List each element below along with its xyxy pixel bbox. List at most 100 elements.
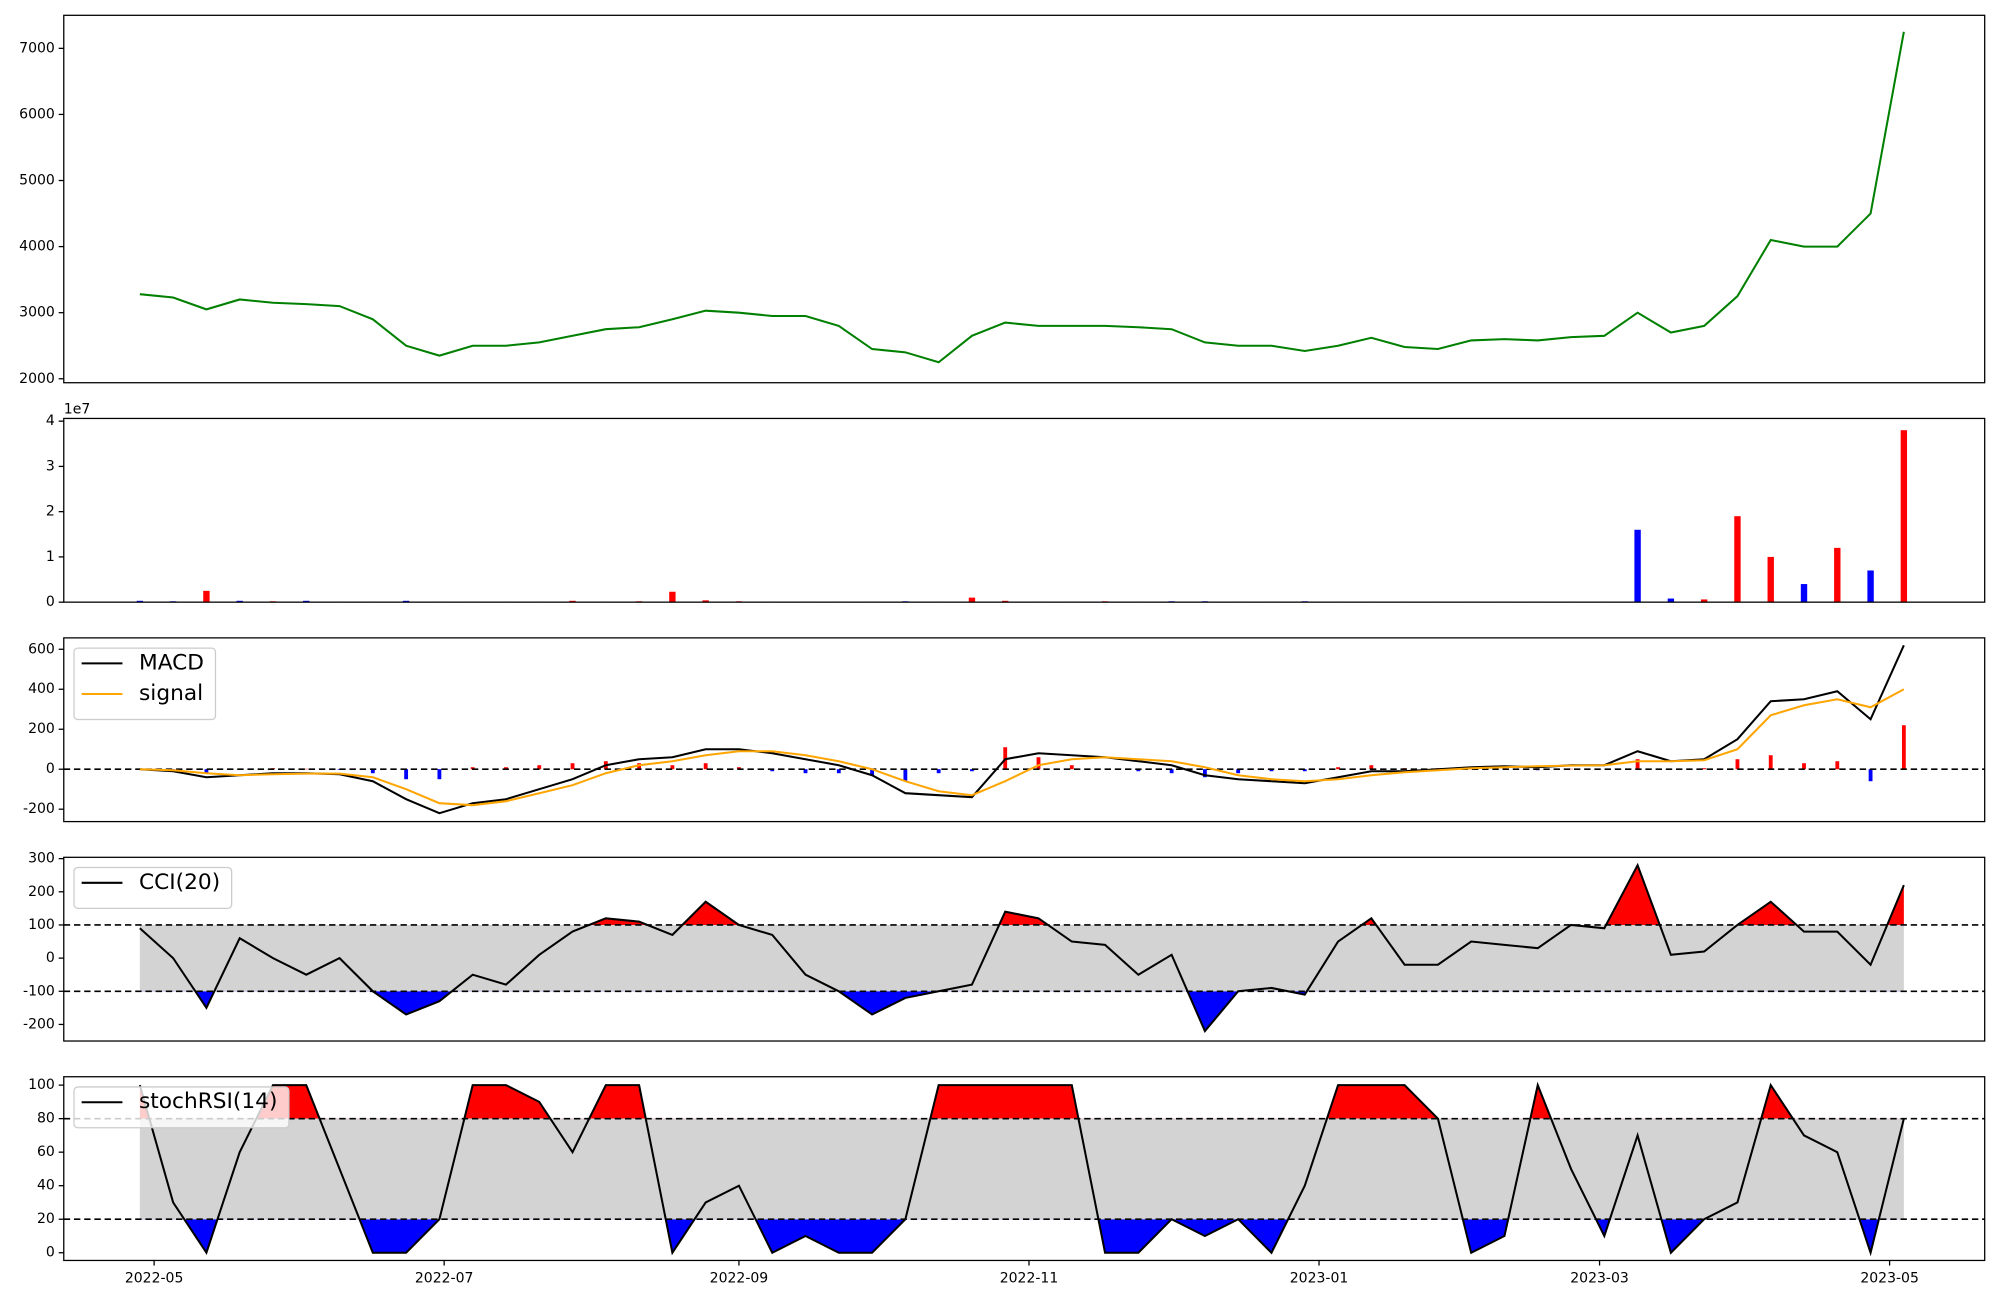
y-tick-label: 0	[46, 761, 55, 777]
legend-label: signal	[139, 681, 203, 706]
histogram-bar	[870, 769, 874, 776]
x-tick-label: 2023-05	[1860, 1270, 1919, 1286]
y-tick-label: 0	[46, 1245, 55, 1261]
histogram-bar	[470, 767, 475, 770]
y-tick-label: 3	[46, 458, 55, 474]
histogram-bar	[1269, 769, 1274, 772]
x-tick-label: 2022-07	[415, 1270, 474, 1286]
histogram-bar	[1336, 767, 1340, 770]
x-tick-label: 2023-03	[1570, 1270, 1629, 1286]
bar	[569, 600, 576, 603]
histogram-bar	[504, 767, 508, 770]
y-tick-label: 7000	[19, 40, 55, 56]
histogram-bar	[1768, 755, 1773, 770]
bar	[1002, 600, 1009, 603]
axis-offset-label: 1e7	[64, 402, 90, 418]
histogram-bar	[936, 769, 941, 774]
neutral-band	[139, 1118, 1904, 1220]
histogram-bar	[970, 769, 974, 772]
y-tick-label: 200	[28, 721, 55, 737]
axes-frame	[63, 417, 1986, 603]
bar	[402, 600, 410, 603]
bar	[702, 600, 709, 603]
series-line	[139, 688, 1905, 807]
legend-label: MACD	[139, 650, 204, 675]
y-tick-label: 2	[46, 504, 55, 520]
y-tick-label: 100	[28, 1077, 55, 1093]
legend: MACD signal	[73, 647, 217, 721]
histogram-bar	[370, 769, 375, 774]
histogram-bar	[1203, 769, 1207, 778]
axes-frame	[63, 14, 1986, 384]
histogram-bar	[1036, 757, 1041, 770]
y-tick-label: 100	[28, 917, 55, 933]
y-tick-label: 40	[37, 1178, 55, 1194]
histogram-bar	[1635, 759, 1640, 770]
bar	[136, 600, 144, 603]
histogram-bar	[1802, 763, 1806, 770]
histogram-bar	[836, 769, 841, 774]
histogram-bar	[1868, 769, 1873, 782]
y-tick-label: 600	[28, 641, 55, 657]
legend: CCI(20)	[73, 866, 233, 909]
y-tick-label: -200	[23, 801, 55, 817]
histogram-bar	[770, 769, 775, 772]
y-tick-label: 2000	[19, 371, 55, 387]
bar	[1800, 584, 1808, 603]
bar	[236, 600, 243, 603]
bar	[1734, 516, 1741, 603]
histogram-bar	[1236, 769, 1241, 774]
y-tick-label: 400	[28, 681, 55, 697]
histogram-bar	[803, 769, 808, 774]
axes-frame	[63, 637, 1986, 823]
histogram-bar	[903, 769, 908, 782]
legend-label: CCI(20)	[139, 870, 220, 895]
bar	[1700, 599, 1708, 603]
histogram-bar	[204, 769, 209, 774]
series-line	[139, 31, 1905, 364]
histogram-bar	[1901, 725, 1906, 770]
bar	[1767, 556, 1774, 603]
y-tick-label: 300	[28, 851, 55, 867]
histogram-bar	[1169, 769, 1174, 774]
histogram-bar	[1069, 765, 1074, 770]
bar	[1867, 570, 1874, 603]
y-tick-label: 60	[37, 1144, 55, 1160]
legend: stochRSI(14)	[73, 1086, 290, 1129]
bar	[669, 591, 676, 603]
legend-box	[73, 1086, 290, 1129]
bar	[303, 600, 310, 603]
histogram-bar	[437, 769, 442, 780]
bar	[968, 597, 976, 603]
histogram-bar	[737, 767, 741, 770]
x-tick-label: 2022-05	[125, 1270, 184, 1286]
y-tick-label: -200	[23, 1016, 55, 1032]
legend-label: stochRSI(14)	[139, 1089, 277, 1114]
x-tick-label: 2022-11	[1000, 1270, 1059, 1286]
bar	[1667, 598, 1675, 603]
histogram-bar	[1702, 768, 1707, 770]
histogram-bar	[1835, 761, 1840, 770]
upper-fill	[139, 1085, 1793, 1119]
series-line	[139, 862, 1905, 1033]
histogram-bar	[1735, 759, 1740, 770]
y-tick-label: 1	[46, 549, 55, 565]
histogram-bar	[404, 769, 409, 780]
axes-frame	[63, 856, 1986, 1042]
y-tick-label: 20	[37, 1211, 55, 1227]
histogram-bar	[570, 763, 575, 770]
y-tick-label: 200	[28, 884, 55, 900]
histogram-bar	[537, 765, 542, 770]
legend-box	[73, 647, 217, 721]
bar	[1834, 547, 1841, 603]
y-tick-label: 4	[46, 413, 55, 429]
y-tick-label: -100	[23, 983, 55, 999]
bar	[203, 590, 210, 603]
bar	[1900, 430, 1908, 603]
y-tick-label: 0	[46, 594, 55, 610]
histogram-bar	[703, 763, 708, 770]
bar	[1634, 529, 1641, 603]
axes-frame	[63, 1076, 1986, 1262]
